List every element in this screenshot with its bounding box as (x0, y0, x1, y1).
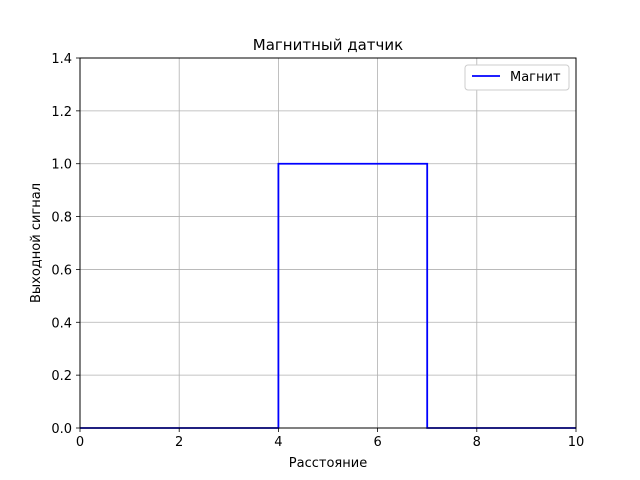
y-tick-label: 0.4 (51, 316, 72, 331)
y-axis-label: Выходной сигнал (29, 183, 44, 303)
y-tick-label: 1.2 (51, 105, 72, 120)
chart-title: Магнитный датчик (253, 36, 403, 54)
y-tick-label: 0.2 (51, 369, 72, 384)
x-axis-label: Расстояние (289, 456, 367, 471)
legend-label: Магнит (510, 70, 561, 85)
y-tick-label: 1.4 (51, 52, 72, 67)
x-tick-label: 10 (568, 435, 585, 450)
x-tick-label: 4 (274, 435, 282, 450)
x-tick-label: 6 (373, 435, 381, 450)
x-tick-label: 2 (175, 435, 183, 450)
y-tick-label: 0.0 (51, 422, 72, 437)
plot-area: 0 2 4 6 8 10 0.0 0.2 0.4 0.6 0.8 1.0 1.2 1.4 (51, 52, 584, 450)
y-tick-label: 0.8 (51, 211, 72, 226)
x-tick-label: 0 (76, 435, 84, 450)
axis-ticks: 0 2 4 6 8 10 0.0 0.2 0.4 0.6 0.8 1.0 1.2 1.4 (51, 52, 584, 450)
y-tick-label: 1.0 (51, 158, 72, 173)
y-tick-label: 0.6 (51, 263, 72, 278)
plot-frame (79, 57, 577, 429)
x-tick-label: 8 (473, 435, 481, 450)
legend-box (464, 64, 570, 91)
legend: Магнит (464, 64, 570, 91)
